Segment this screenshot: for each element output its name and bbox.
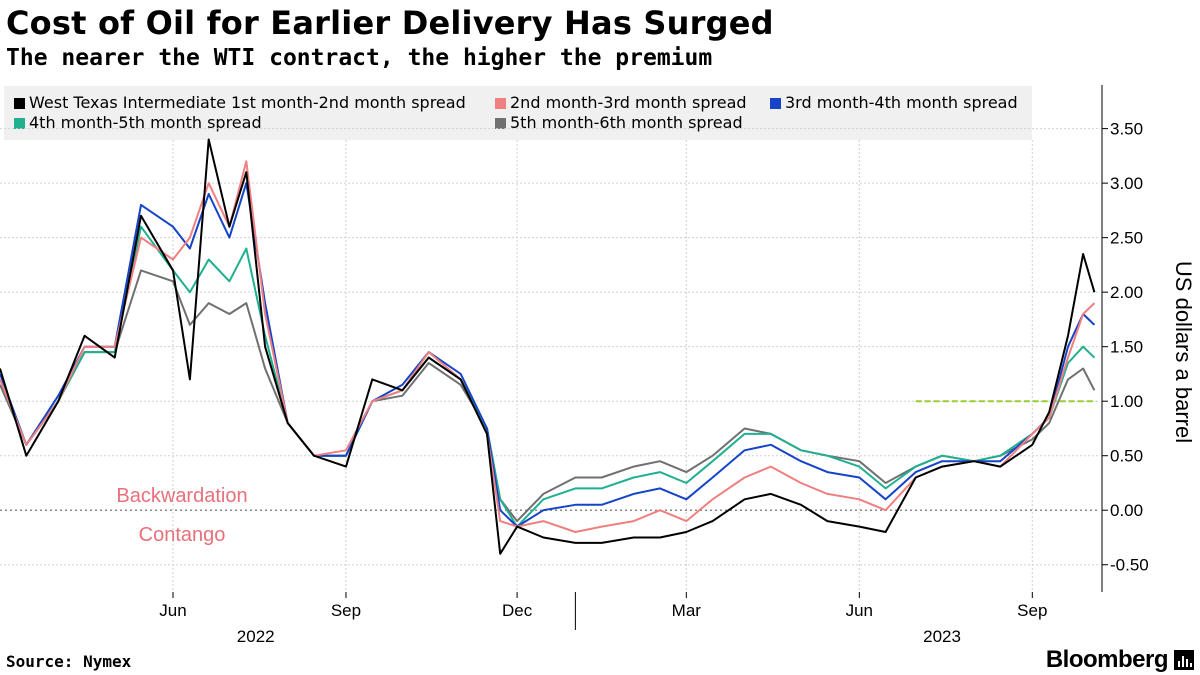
y-tick-label: 3.00 bbox=[1110, 174, 1143, 193]
y-tick-label: 2.50 bbox=[1110, 229, 1143, 248]
legend-item-wti-1-2: West Texas Intermediate 1st month-2nd mo… bbox=[14, 94, 466, 112]
y-tick-label: 3.50 bbox=[1110, 120, 1143, 139]
series-line bbox=[0, 138, 1096, 555]
legend-item-3-4: 3rd month-4th month spread bbox=[770, 94, 1018, 112]
chart-title: Cost of Oil for Earlier Delivery Has Sur… bbox=[6, 4, 774, 42]
legend: West Texas Intermediate 1st month-2nd mo… bbox=[4, 86, 1032, 140]
legend-item-4-5: 4th month-5th month spread bbox=[14, 114, 262, 132]
legend-swatch bbox=[495, 118, 506, 129]
y-tick-label: 0.00 bbox=[1110, 501, 1143, 520]
legend-swatch bbox=[14, 118, 25, 129]
legend-label: 5th month-6th month spread bbox=[510, 113, 743, 132]
x-tick-label: Sep bbox=[1017, 601, 1047, 620]
y-axis-label: US dollars a barrel bbox=[1171, 261, 1196, 443]
x-tick-label: Jun bbox=[846, 601, 873, 620]
legend-label: 4th month-5th month spread bbox=[29, 113, 262, 132]
y-tick-label: 2.00 bbox=[1110, 283, 1143, 302]
x-tick-label: Jun bbox=[159, 601, 186, 620]
legend-item-5-6: 5th month-6th month spread bbox=[495, 114, 743, 132]
year-label: 2023 bbox=[923, 627, 961, 646]
x-tick-label: Mar bbox=[672, 601, 702, 620]
legend-swatch bbox=[495, 98, 506, 109]
annotation-contango: Contango bbox=[139, 524, 226, 546]
y-tick-label: -0.50 bbox=[1110, 556, 1149, 575]
series-line bbox=[0, 182, 1096, 528]
brand-logo: Bloomberg bbox=[1045, 646, 1169, 673]
bloomberg-terminal-icon bbox=[1174, 650, 1194, 670]
source-note: Source: Nymex bbox=[6, 652, 132, 671]
legend-swatch bbox=[770, 98, 781, 109]
y-tick-label: 0.50 bbox=[1110, 447, 1143, 466]
x-tick-label: Sep bbox=[331, 601, 361, 620]
year-label: 2022 bbox=[237, 627, 275, 646]
series-line bbox=[0, 269, 1096, 523]
chart-subtitle: The nearer the WTI contract, the higher … bbox=[6, 45, 713, 71]
annotation-backwardation: Backwardation bbox=[116, 485, 247, 507]
y-tick-label: 1.50 bbox=[1110, 338, 1143, 357]
x-tick-label: Dec bbox=[502, 601, 533, 620]
legend-swatch bbox=[14, 98, 25, 109]
legend-label: 2nd month-3rd month spread bbox=[510, 93, 747, 112]
legend-label: 3rd month-4th month spread bbox=[785, 93, 1018, 112]
legend-item-2-3: 2nd month-3rd month spread bbox=[495, 94, 747, 112]
series-line bbox=[0, 225, 1096, 528]
y-tick-label: 1.00 bbox=[1110, 392, 1143, 411]
legend-label: West Texas Intermediate 1st month-2nd mo… bbox=[29, 93, 466, 112]
